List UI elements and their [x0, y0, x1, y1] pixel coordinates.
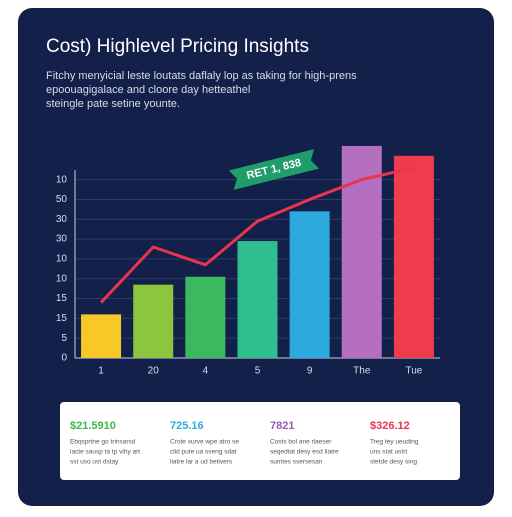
bar: [133, 284, 174, 358]
card-text: Ebqsprtne go trinsarsd: [70, 439, 136, 446]
trend-line: [99, 166, 415, 304]
card-text: seqedtat desy esd liatre: [270, 449, 339, 456]
bar: [185, 276, 226, 358]
card-value: 725.16: [170, 420, 204, 432]
card-text: uns stat ustrt: [370, 449, 407, 456]
card-text: liatre lar a ud betivers: [170, 459, 233, 466]
x-tick-label: 20: [148, 366, 160, 377]
card-value: $21.5910: [70, 420, 116, 432]
bar: [289, 211, 330, 358]
card-text: clid pute ua sseng sdat: [170, 449, 237, 456]
subtitle: steingle pate setine younte.: [46, 98, 180, 110]
card-value: 7821: [270, 420, 294, 432]
x-tick-label: 9: [307, 366, 313, 377]
stats-card: [60, 402, 460, 480]
y-tick-label: 0: [61, 353, 67, 364]
bar: [393, 155, 434, 358]
y-tick-label: 30: [56, 234, 68, 245]
card-text: sst uso ust dstay: [70, 459, 119, 466]
card-text: Costs bol ane rlaeser: [270, 439, 332, 446]
y-tick-label: 15: [56, 313, 68, 324]
subtitle: Fitchy menyicial leste loutats daflaly l…: [46, 70, 357, 82]
card-value: $326.12: [370, 420, 410, 432]
y-tick-label: 10: [56, 273, 68, 284]
y-tick-label: 50: [56, 194, 68, 205]
bar: [237, 241, 278, 358]
card-text: sumtes ssersesan: [270, 459, 323, 466]
x-tick-label: 1: [98, 366, 104, 377]
y-tick-label: 5: [61, 333, 67, 344]
x-tick-label: Tue: [405, 366, 422, 377]
card-text: stetde desy sing: [370, 459, 417, 466]
card-text: Treg tey ueuding: [370, 439, 419, 446]
y-tick-label: 10: [56, 174, 68, 185]
y-tick-label: 10: [56, 254, 68, 265]
bar: [341, 145, 382, 358]
subtitle: epoouagigalace and cloore day hetteathel: [46, 84, 250, 96]
card-text: lacte sausp ta tp vihy art: [70, 449, 140, 456]
tag-shape: [228, 149, 320, 190]
card-text: Crote surve wpe atro se: [170, 439, 239, 446]
chart-title: Cost) Highlevel Pricing Insights: [46, 36, 309, 57]
x-tick-label: 4: [203, 366, 209, 377]
x-tick-label: The: [353, 366, 371, 377]
bar: [81, 314, 122, 358]
y-tick-label: 15: [56, 293, 68, 304]
x-tick-label: 5: [255, 366, 261, 377]
y-tick-label: 30: [56, 214, 68, 225]
